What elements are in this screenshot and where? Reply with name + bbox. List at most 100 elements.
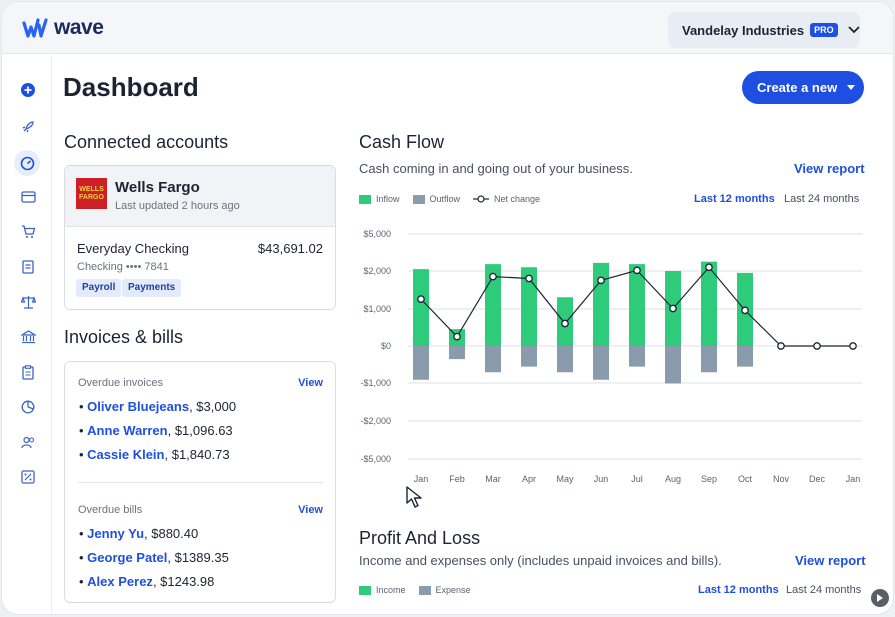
outflow-bar (413, 346, 429, 380)
expense-legend-label: Expense (435, 585, 471, 595)
account-name: Everyday Checking (77, 241, 189, 256)
view-invoices-link[interactable]: View (298, 377, 323, 389)
income-swatch (359, 585, 371, 595)
chevron-down-icon (847, 26, 860, 34)
y-tick-label: $0 (381, 341, 391, 351)
net-change-point (777, 342, 785, 350)
y-tick-label: $2,000 (363, 266, 391, 276)
sidebar (2, 55, 52, 614)
invoice-customer[interactable]: Oliver Bluejeans (87, 399, 190, 414)
outflow-bar (629, 346, 645, 367)
last-updated: Last updated 2 hours ago (115, 200, 240, 212)
bank-icon[interactable] (17, 326, 39, 348)
list-item[interactable]: • Cassie Klein, $1,840.73 (79, 447, 230, 462)
outflow-bar (737, 346, 753, 367)
profit-loss-range-24[interactable]: Last 24 months (786, 584, 862, 596)
mouse-cursor-icon (406, 486, 422, 508)
cash-flow-heading: Cash Flow (359, 132, 445, 152)
page-title: Dashboard (63, 72, 199, 102)
clipboard-icon[interactable] (17, 361, 39, 383)
invoice-customer[interactable]: Cassie Klein (87, 447, 165, 462)
wave-logo-icon (22, 18, 48, 38)
bank-name: Wells Fargo (115, 179, 200, 196)
bill-vendor[interactable]: Jenny Yu (87, 526, 145, 541)
tag-payroll[interactable]: Payroll (76, 279, 122, 297)
net-change-point (741, 306, 749, 315)
x-tick-label: Jan (414, 474, 429, 484)
bill-vendor[interactable]: George Patel (87, 550, 168, 565)
outflow-bar (485, 346, 501, 373)
tag-payments[interactable]: Payments (122, 279, 182, 297)
bank-account-card[interactable]: WELLS FARGO Wells Fargo Last updated 2 h… (64, 165, 336, 310)
net-change-point (525, 274, 533, 283)
net-change-point (705, 263, 713, 272)
list-item[interactable]: • Oliver Bluejeans, $3,000 (79, 399, 237, 414)
x-tick-label: Jul (631, 474, 643, 484)
outflow-bar (449, 346, 465, 360)
profit-loss-range-12[interactable]: Last 12 months (698, 584, 779, 596)
inflow-bar (485, 264, 501, 346)
x-tick-label: Jan (846, 474, 861, 484)
overdue-bills-label: Overdue bills (78, 504, 143, 516)
net-change-point (453, 332, 461, 341)
list-item[interactable]: • Alex Perez, $1243.98 (79, 574, 215, 589)
caret-down-icon (847, 85, 856, 90)
cart-icon[interactable] (17, 221, 39, 243)
app-name: wave (54, 16, 104, 39)
cash-flow-range-24[interactable]: Last 24 months (784, 193, 860, 205)
invoice-customer[interactable]: Anne Warren (87, 423, 168, 438)
account-balance: $43,691.02 (257, 241, 323, 256)
view-bills-link[interactable]: View (298, 504, 323, 516)
create-new-button[interactable]: Create a new (742, 71, 864, 104)
dashboard-gauge-icon[interactable] (14, 150, 40, 176)
x-tick-label: Oct (738, 474, 753, 484)
document-icon[interactable] (17, 256, 39, 278)
business-switcher[interactable]: Vandelay Industries PRO (668, 12, 860, 48)
credit-card-icon[interactable] (17, 186, 39, 208)
play-icon (877, 594, 883, 602)
inflow-bar (593, 262, 609, 346)
x-tick-label: Sep (701, 474, 717, 484)
profit-loss-legend: Income Expense (359, 585, 471, 595)
people-icon[interactable] (17, 431, 39, 453)
account-detail: Checking •••• 7841 (77, 261, 169, 273)
profit-loss-view-report[interactable]: View report (795, 553, 866, 568)
play-button[interactable] (871, 589, 889, 607)
wave-logo[interactable]: wave (22, 16, 104, 40)
cash-flow-range-12[interactable]: Last 12 months (694, 193, 775, 205)
connected-accounts-heading: Connected accounts (64, 132, 229, 152)
inflow-bar (413, 269, 429, 346)
net-change-point (561, 319, 569, 328)
outflow-bar (521, 346, 537, 367)
list-item[interactable]: • George Patel, $1389.35 (79, 550, 229, 565)
net-change-point (489, 272, 497, 281)
y-tick-label: $5,000 (363, 229, 391, 239)
list-item[interactable]: • Jenny Yu, $880.40 (79, 526, 199, 541)
cash-flow-view-report[interactable]: View report (794, 161, 865, 176)
inflow-swatch (359, 194, 371, 204)
invoices-bills-card: Overdue invoices View • Oliver Bluejeans… (64, 361, 336, 603)
bill-amount: , $880.40 (144, 526, 199, 541)
outflow-bar (701, 346, 717, 373)
scale-icon[interactable] (17, 291, 39, 313)
rocket-icon[interactable] (17, 116, 39, 138)
profit-loss-subtitle: Income and expenses only (includes unpai… (359, 553, 722, 568)
outflow-legend-label: Outflow (429, 194, 461, 204)
bill-vendor[interactable]: Alex Perez (87, 574, 153, 589)
divider (78, 482, 323, 483)
expense-swatch (418, 585, 431, 595)
percent-icon[interactable] (17, 466, 39, 488)
outflow-bar (557, 346, 573, 373)
pie-chart-icon[interactable] (17, 396, 39, 418)
x-tick-label: May (556, 474, 574, 484)
outflow-bar (593, 346, 609, 380)
x-tick-label: Nov (773, 474, 790, 484)
net-change-point (669, 304, 677, 313)
list-item[interactable]: • Anne Warren, $1,096.63 (79, 423, 233, 438)
net-change-point (633, 266, 641, 275)
plus-circle-icon[interactable] (17, 79, 39, 101)
bank-header: WELLS FARGO Wells Fargo Last updated 2 h… (65, 166, 335, 227)
outflow-bar (665, 346, 681, 384)
x-tick-label: Feb (449, 474, 465, 484)
profit-loss-heading: Profit And Loss (359, 528, 481, 548)
